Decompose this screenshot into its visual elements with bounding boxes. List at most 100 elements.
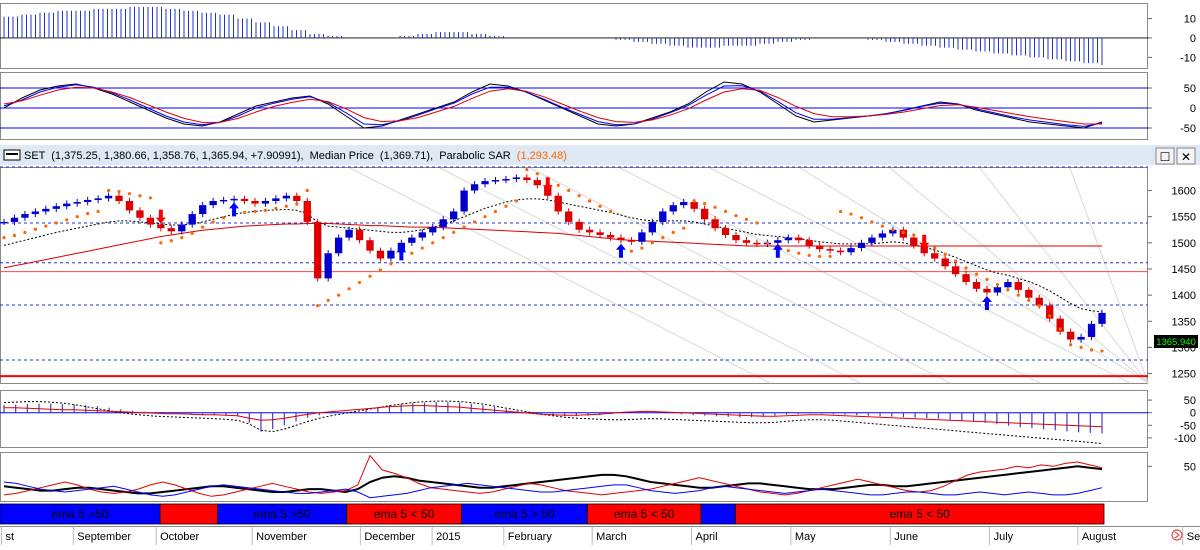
legend-symbol: SET — [24, 150, 46, 162]
price-candle-body — [1087, 323, 1096, 337]
price-candle-body — [774, 240, 782, 243]
sar-dot — [828, 254, 832, 259]
legend-sar-label: Parabolic SAR — [439, 150, 511, 162]
price-candle-body — [314, 221, 322, 279]
fan-line — [979, 167, 1149, 384]
legend-sep-1: , — [301, 150, 304, 162]
macd-pane[interactable]: 500-50-100 — [0, 390, 1196, 448]
sar-dot — [148, 196, 152, 200]
price-candle-body — [282, 195, 291, 199]
sar-dot — [1100, 349, 1104, 353]
price-candle-body — [408, 237, 416, 243]
pane5-frame — [0, 452, 1148, 502]
sar-dot — [1089, 348, 1094, 352]
sar-dot — [368, 274, 372, 278]
histogram-oscillator-pane[interactable]: 10 0 -10 — [0, 3, 1196, 69]
fan-line — [349, 167, 771, 384]
legend-ohlc: (1,375.25, 1,380.66, 1,358.76, 1,365.94,… — [51, 150, 300, 162]
sar-dot — [96, 209, 100, 214]
price-candle-body — [167, 228, 175, 232]
price-candle-body — [659, 211, 667, 222]
header-background — [0, 145, 1200, 165]
price-candle-body — [429, 227, 437, 233]
time-axis-label: July — [994, 531, 1014, 543]
sar-dot — [1037, 303, 1041, 308]
price-candle-body — [449, 211, 458, 220]
maximize-button[interactable]: ☐ — [1155, 147, 1175, 165]
price-candle-body — [993, 287, 1002, 293]
price-candle-body — [805, 240, 813, 246]
legend-sar-value: (1,293.48) — [517, 150, 567, 162]
buy-signal-arrow — [229, 202, 240, 217]
pane1-frame — [0, 3, 1148, 69]
price-candle-body — [878, 233, 887, 238]
scroll-right-icon — [1174, 531, 1180, 539]
sar-dot — [263, 208, 268, 212]
price-candle-body — [42, 208, 50, 212]
price-candle-body — [334, 237, 343, 254]
price-candle-body — [596, 232, 604, 235]
close-icon: ✕ — [1181, 150, 1191, 164]
sar-dot — [943, 252, 947, 256]
ema-status-ribbon: ema 5 >50 ema 5 >50 ema 5 < 50 ema 5 > 50 em… — [0, 503, 1105, 525]
close-button[interactable]: ✕ — [1176, 147, 1196, 165]
price-candle-body — [826, 249, 834, 251]
scroll-right-button[interactable] — [1171, 529, 1183, 541]
last-price-tag-box — [1154, 335, 1198, 348]
sar-dot — [744, 217, 749, 221]
sell-signal-arrow — [155, 209, 166, 224]
time-axis-label: May — [795, 531, 816, 543]
price-candle-body — [209, 200, 217, 206]
pane2-background — [0, 72, 1148, 140]
price-candle-body — [10, 217, 19, 222]
sar-dot — [650, 241, 654, 245]
sar-dot — [483, 215, 487, 219]
sar-dot — [357, 280, 362, 285]
price-candle-body — [1056, 318, 1064, 332]
price-candle-body — [470, 184, 479, 191]
price-candle-body — [606, 234, 615, 238]
price-candle-body — [721, 228, 730, 235]
stochastic-oscillator-pane[interactable]: 50 0 -50 — [0, 72, 1196, 140]
sar-dot — [692, 199, 696, 203]
price-candle-body — [293, 195, 301, 201]
sar-dot — [274, 206, 278, 210]
pane2-series-line-2 — [3, 86, 1102, 125]
ribbon-segment-label: ema 5 < 50 — [614, 507, 675, 521]
price-candle-body — [240, 198, 249, 201]
ribbon-segment-label: ema 5 >50 — [52, 507, 109, 521]
fan-line — [529, 167, 951, 384]
sar-dot — [671, 230, 675, 234]
dmi-adx-pane[interactable]: 50 — [0, 452, 1196, 502]
sar-dot — [556, 183, 560, 187]
ribbon-segment-label: ema 5 >50 — [254, 507, 311, 521]
sar-dot — [211, 220, 215, 224]
price-candle-body — [753, 242, 761, 245]
sar-dot — [316, 303, 320, 308]
pane2-tick-label: 0 — [1190, 103, 1196, 115]
price-candle-body — [847, 248, 855, 253]
price-candle-body — [73, 202, 81, 204]
price-candle-body — [815, 245, 824, 250]
price-candle-body — [502, 179, 510, 181]
sar-dot — [65, 218, 69, 222]
sar-dot — [127, 192, 132, 196]
price-candle-body — [983, 288, 991, 293]
price-candle-body — [418, 232, 426, 238]
series-style-icon-line — [6, 153, 18, 155]
sell-signal-arrow — [919, 234, 930, 249]
pane2-tick-label: 50 — [1184, 83, 1196, 95]
sar-dot — [117, 189, 121, 194]
price-candle-body — [669, 205, 677, 212]
price-candle-body — [889, 229, 897, 234]
sar-dot — [86, 211, 90, 216]
price-candle-body — [324, 253, 332, 279]
ribbon-segment — [700, 503, 736, 525]
ribbon-segment-label: ema 5 < 50 — [889, 507, 950, 521]
sar-dot — [859, 216, 864, 220]
price-candle-body — [460, 190, 468, 212]
price-candle-body — [376, 250, 385, 259]
pane2-tick-label: -50 — [1180, 123, 1196, 135]
price-candle-body — [178, 224, 186, 232]
